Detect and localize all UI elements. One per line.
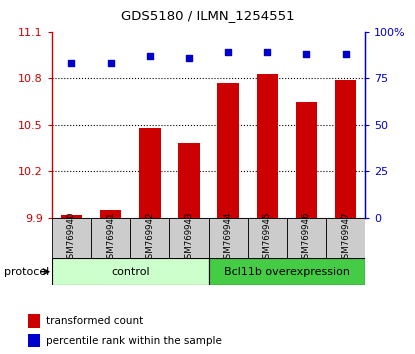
Point xyxy=(303,51,310,57)
Bar xyxy=(209,218,248,258)
Point xyxy=(264,50,271,55)
Text: GSM769942: GSM769942 xyxy=(145,211,154,263)
Bar xyxy=(61,215,82,218)
Text: GSM769941: GSM769941 xyxy=(106,211,115,263)
Text: GSM769943: GSM769943 xyxy=(184,211,193,263)
Text: control: control xyxy=(111,267,149,277)
Bar xyxy=(248,218,287,258)
Bar xyxy=(100,210,122,218)
Point xyxy=(225,50,232,55)
Bar xyxy=(28,314,40,328)
Point xyxy=(186,55,192,61)
Point xyxy=(146,53,153,59)
Text: GSM769940: GSM769940 xyxy=(67,211,76,263)
Text: GSM769944: GSM769944 xyxy=(224,211,233,263)
Point xyxy=(342,51,349,57)
Bar xyxy=(287,218,326,258)
Bar xyxy=(130,218,169,258)
Bar xyxy=(326,218,365,258)
Text: GSM769946: GSM769946 xyxy=(302,211,311,263)
Text: protocol: protocol xyxy=(4,267,49,277)
Point xyxy=(107,61,114,66)
Bar xyxy=(217,83,239,218)
Bar xyxy=(295,102,317,218)
Bar xyxy=(52,218,91,258)
Bar xyxy=(209,258,365,285)
Bar xyxy=(28,334,40,347)
Bar xyxy=(52,258,209,285)
Bar xyxy=(256,74,278,218)
Bar xyxy=(91,218,130,258)
Text: GSM769947: GSM769947 xyxy=(341,211,350,263)
Text: Bcl11b overexpression: Bcl11b overexpression xyxy=(224,267,350,277)
Bar xyxy=(139,128,161,218)
Bar xyxy=(335,80,356,218)
Bar xyxy=(178,143,200,218)
Point xyxy=(68,61,75,66)
Text: GSM769945: GSM769945 xyxy=(263,211,272,263)
Text: percentile rank within the sample: percentile rank within the sample xyxy=(46,336,222,346)
Bar xyxy=(169,218,209,258)
Text: transformed count: transformed count xyxy=(46,316,143,326)
Text: GDS5180 / ILMN_1254551: GDS5180 / ILMN_1254551 xyxy=(121,9,294,22)
